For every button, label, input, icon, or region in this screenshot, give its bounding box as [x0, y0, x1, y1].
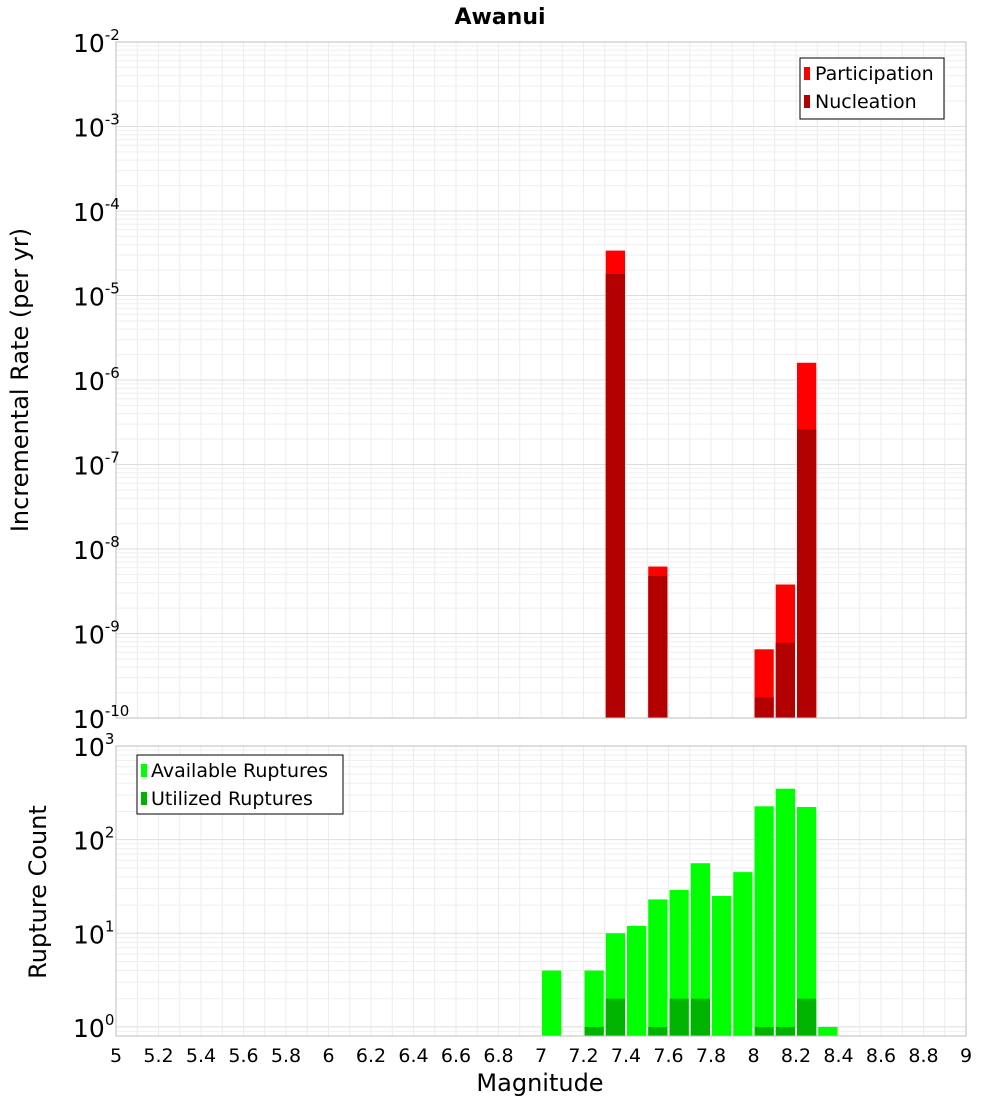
x-tick-label: 6.8	[483, 1045, 513, 1067]
bottom-plot-frame	[115, 745, 967, 1037]
top-y-tick-label: 10-10	[73, 702, 129, 734]
x-tick-label: 6	[322, 1045, 334, 1067]
legend-swatch-nucleation	[804, 95, 810, 108]
bottom-bar-available-ruptures	[775, 788, 795, 1036]
x-axis-label: Magnitude	[476, 1069, 603, 1097]
top-y-tick-label: 10-6	[73, 364, 120, 396]
bottom-bar-available-ruptures	[712, 896, 732, 1036]
top-y-axis-label: Incremental Rate (per yr)	[6, 228, 34, 532]
legend-label-utilized: Utilized Ruptures	[151, 788, 313, 810]
bottom-bar-available-ruptures	[627, 925, 647, 1036]
bottom-bar-utilized-ruptures	[754, 1026, 774, 1036]
top-plot-frame	[115, 41, 967, 719]
bottom-y-tick-label: 101	[73, 917, 114, 949]
bottom-bar-available-ruptures	[542, 970, 562, 1036]
top-y-tick-label: 10-5	[73, 280, 120, 312]
top-bar-nucleation	[775, 642, 795, 718]
bottom-bar-utilized-ruptures	[797, 998, 817, 1036]
bottom-y-tick-label: 103	[73, 730, 114, 762]
top-grid	[115, 41, 967, 719]
bottom-bar-available-ruptures	[754, 806, 774, 1036]
x-tick-label: 7.6	[653, 1045, 683, 1067]
bottom-bar-available-ruptures	[818, 1026, 838, 1036]
bottom-bar-utilized-ruptures	[605, 998, 625, 1036]
x-ticks: 5 5.2 5.4 5.6 5.8 6 6.2 6.4 6.6 6.8 7 7.2 7.4 7.6 7.8 8…	[110, 1045, 972, 1067]
bottom-bar-available-ruptures	[584, 970, 604, 1036]
x-tick-label: 7.2	[568, 1045, 598, 1067]
top-bar-nucleation	[605, 273, 625, 718]
legend-swatch-available	[141, 764, 147, 777]
top-bar-nucleation	[797, 429, 817, 718]
top-bar-nucleation	[648, 575, 668, 718]
top-legend-box	[799, 57, 945, 120]
bottom-bar-available-ruptures	[648, 899, 668, 1036]
bottom-legend: Available Ruptures Utilized Ruptures	[136, 754, 344, 815]
x-tick-label: 8.6	[866, 1045, 896, 1067]
bottom-bar-utilized-ruptures	[648, 1026, 668, 1036]
x-tick-label: 6.6	[441, 1045, 471, 1067]
top-bars	[605, 250, 817, 718]
top-y-ticks: 10-10 10-9 10-8 10-7 10-6 10-5 10-4 10-3 10-2	[73, 26, 129, 734]
bottom-y-tick-label: 102	[73, 824, 114, 856]
top-y-tick-label: 10-4	[73, 195, 120, 227]
bottom-bar-utilized-ruptures	[669, 998, 689, 1036]
x-tick-label: 5.4	[186, 1045, 216, 1067]
x-tick-label: 9	[960, 1045, 972, 1067]
legend-label-participation: Participation	[815, 63, 934, 85]
top-legend: Participation Nucleation	[799, 57, 945, 120]
top-y-tick-label: 10-8	[73, 533, 120, 565]
bottom-bar-utilized-ruptures	[584, 1026, 604, 1036]
x-tick-label: 5.8	[271, 1045, 301, 1067]
top-y-tick-label: 10-3	[73, 111, 120, 143]
x-tick-label: 8.8	[908, 1045, 938, 1067]
x-tick-label: 5.2	[143, 1045, 173, 1067]
bottom-bar-utilized-ruptures	[775, 1026, 795, 1036]
x-tick-label: 7.8	[696, 1045, 726, 1067]
x-tick-label: 8.4	[823, 1045, 853, 1067]
top-bar-nucleation	[754, 697, 774, 718]
x-tick-label: 7.4	[611, 1045, 641, 1067]
top-y-tick-label: 10-7	[73, 449, 120, 481]
bottom-bar-available-ruptures	[690, 863, 710, 1036]
legend-label-available: Available Ruptures	[151, 760, 328, 782]
bottom-bars	[542, 788, 838, 1036]
bottom-y-tick-label: 100	[73, 1011, 114, 1043]
bottom-bar-available-ruptures	[733, 872, 753, 1036]
x-tick-label: 8	[747, 1045, 759, 1067]
x-tick-label: 5.6	[228, 1045, 258, 1067]
top-y-tick-label: 10-9	[73, 618, 120, 650]
x-tick-label: 8.2	[781, 1045, 811, 1067]
x-tick-label: 6.4	[398, 1045, 428, 1067]
top-y-tick-label: 10-2	[73, 26, 120, 58]
x-tick-label: 7	[535, 1045, 547, 1067]
legend-label-nucleation: Nucleation	[815, 91, 917, 113]
rupture-count-panel: 100 101 102 103 5 5.2 5.4 5.6 5.8 6 6.2 6.4 6.6 6.8 7…	[24, 730, 972, 1097]
bottom-bar-utilized-ruptures	[690, 998, 710, 1036]
legend-swatch-participation	[804, 67, 810, 80]
bottom-y-ticks: 100 101 102 103	[73, 730, 114, 1043]
x-tick-label: 5	[110, 1045, 122, 1067]
chart-title: Awanui	[454, 5, 545, 30]
participation-nucleation-panel: 10-10 10-9 10-8 10-7 10-6 10-5 10-4 10-3 10-2 In…	[6, 26, 967, 734]
bottom-y-axis-label: Rupture Count	[24, 805, 52, 979]
bottom-legend-box	[136, 754, 344, 815]
legend-swatch-utilized	[141, 792, 147, 805]
x-tick-label: 6.2	[356, 1045, 386, 1067]
bottom-bar-available-ruptures	[797, 807, 817, 1036]
